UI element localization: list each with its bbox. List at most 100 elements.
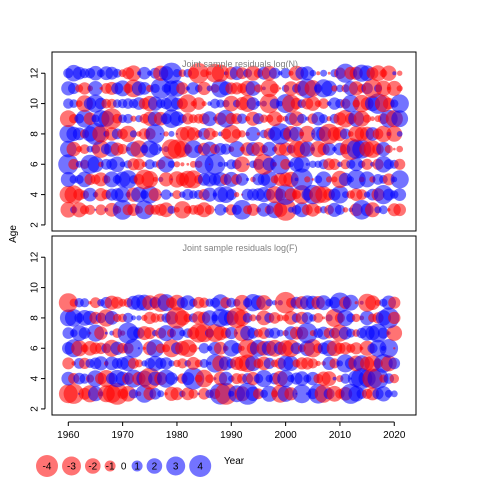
legend-bubble xyxy=(131,460,143,472)
bubble-point xyxy=(220,143,232,155)
y-tick-label: 8 xyxy=(30,315,41,321)
bubble-point xyxy=(129,130,138,138)
legend-bubble xyxy=(189,455,212,477)
bubble-point xyxy=(202,111,218,127)
bubble-point xyxy=(352,313,361,323)
x-tick-label: 2020 xyxy=(383,430,406,441)
bubble-point xyxy=(283,355,299,371)
bubble-point xyxy=(354,301,358,305)
bubble-point xyxy=(94,326,108,340)
bubble-point xyxy=(370,116,375,122)
bubble-point xyxy=(367,368,389,390)
bubble-point xyxy=(305,96,321,111)
bubble-point xyxy=(331,185,349,204)
bubble-point xyxy=(386,325,403,341)
bubble-point xyxy=(167,160,176,168)
x-axis-title: Year xyxy=(224,456,245,467)
bubble-point xyxy=(390,94,409,113)
bubble-point xyxy=(269,67,281,79)
bubble-point xyxy=(316,71,321,76)
bubble-point xyxy=(381,65,397,81)
bubble-point xyxy=(276,329,284,337)
bubble-point xyxy=(393,188,407,202)
bubble-point xyxy=(301,312,314,324)
bubble-point xyxy=(211,64,230,82)
bubble-point xyxy=(379,205,388,215)
bubble-point xyxy=(235,173,249,186)
bubble-point xyxy=(246,163,249,166)
bubble-point xyxy=(170,387,184,401)
bubble-point xyxy=(188,389,199,399)
bubble-point xyxy=(390,170,409,189)
bubble-point xyxy=(320,69,328,77)
y-axis-title: Age xyxy=(8,225,19,243)
bubble-point xyxy=(234,156,250,173)
bubble-point xyxy=(374,299,382,306)
bubble-point xyxy=(249,314,257,322)
bubble-point xyxy=(149,388,161,400)
bubble-point xyxy=(92,125,110,143)
bubble-point xyxy=(274,291,297,314)
bubble-point xyxy=(397,70,403,76)
bubble-point xyxy=(228,141,245,158)
bubble-point xyxy=(390,390,398,398)
bubble-point xyxy=(326,176,333,183)
bubble-point xyxy=(172,69,182,78)
bubble-point xyxy=(280,158,291,170)
y-tick-label: 12 xyxy=(30,251,41,263)
bubble-point xyxy=(332,376,337,381)
bubble-point xyxy=(203,127,216,141)
bubble-point xyxy=(131,315,136,321)
bubble-point xyxy=(267,111,283,127)
bubble-point xyxy=(375,125,392,143)
bubble-point xyxy=(322,142,336,156)
bubble-point xyxy=(202,187,217,202)
legend-bubble xyxy=(85,458,101,474)
panel-frame-log-n xyxy=(51,51,417,232)
bubble-point xyxy=(386,80,402,96)
bubble-point xyxy=(123,113,133,124)
bubble-point xyxy=(391,110,409,128)
bubble-point xyxy=(242,313,253,323)
bubble-point xyxy=(197,81,211,96)
bubble-point xyxy=(375,386,392,402)
bubble-point xyxy=(334,204,345,215)
bubble-point xyxy=(386,125,403,142)
bubble-point xyxy=(205,374,215,383)
bubble-point xyxy=(118,170,138,189)
bubble-point xyxy=(66,141,81,157)
bubble-point xyxy=(370,65,386,82)
bubble-point xyxy=(393,147,396,151)
bubble-point xyxy=(192,97,205,110)
bubble-point xyxy=(58,293,78,313)
bubble-point xyxy=(280,68,291,79)
bubble-point xyxy=(246,97,260,110)
bubble-point xyxy=(141,171,159,188)
bubble-point xyxy=(246,203,260,216)
bubble-point xyxy=(231,129,242,139)
bubble-point xyxy=(274,198,297,221)
legend-bubble xyxy=(166,456,186,476)
bubble-point xyxy=(256,295,272,311)
x-tick-label: 1970 xyxy=(112,430,135,441)
y-tick-label: 10 xyxy=(30,282,41,294)
bubble-point xyxy=(198,343,210,354)
bubble-point xyxy=(254,84,263,93)
bubble-point xyxy=(299,125,316,143)
bubble-point xyxy=(322,316,326,320)
bubble-point xyxy=(223,95,240,112)
bubble-point xyxy=(186,127,200,141)
bubble-point xyxy=(152,176,158,182)
bubble-point xyxy=(297,322,318,344)
bubble-point xyxy=(125,65,142,81)
bubble-point xyxy=(276,115,284,123)
bubble-point xyxy=(114,186,131,203)
bubble-point xyxy=(277,370,294,387)
bubble-point xyxy=(315,360,321,367)
bubble-point xyxy=(123,312,134,323)
bubble-point xyxy=(396,85,403,92)
x-tick-label: 1990 xyxy=(220,430,243,441)
bubble-point xyxy=(101,108,123,130)
bubble-point xyxy=(95,204,107,216)
